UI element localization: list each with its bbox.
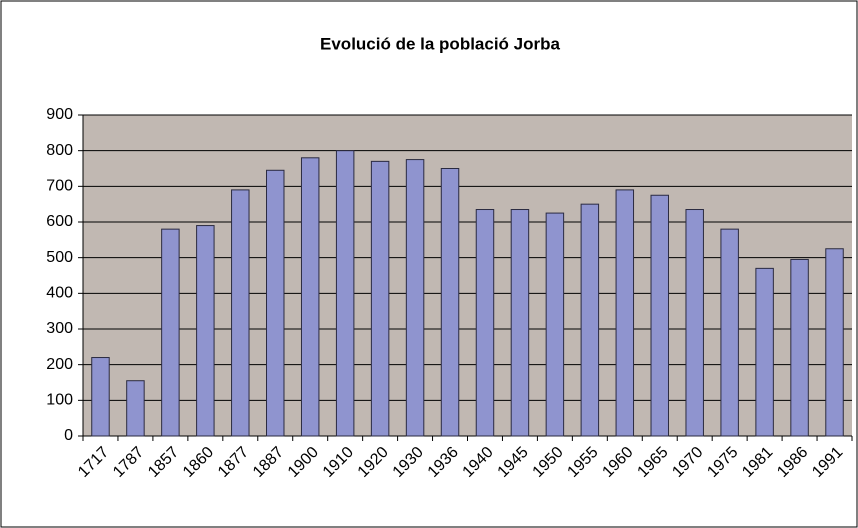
y-tick-label: 900 <box>46 106 73 123</box>
bar <box>196 225 215 437</box>
y-tick-label: 300 <box>46 320 73 337</box>
y-tick-label: 800 <box>46 142 73 159</box>
bar <box>510 209 530 437</box>
bar <box>231 189 250 437</box>
bar <box>720 228 739 437</box>
y-tick-label: 100 <box>46 392 73 409</box>
y-tick-label: 600 <box>46 213 73 230</box>
bar <box>405 159 425 437</box>
bar <box>440 168 460 437</box>
bar <box>790 258 809 437</box>
y-tick-label: 0 <box>64 427 73 444</box>
chart-title: Evolució de la població Jorba <box>320 34 560 53</box>
bar <box>335 150 355 437</box>
bar <box>755 267 774 437</box>
y-tick-label: 200 <box>46 356 73 373</box>
bar <box>825 248 844 437</box>
bar <box>615 189 635 437</box>
bar <box>126 380 145 437</box>
bar <box>475 209 495 437</box>
y-tick-label: 500 <box>46 249 73 266</box>
bar <box>266 169 285 437</box>
bar <box>300 157 320 437</box>
bar <box>545 212 565 437</box>
y-tick-label: 400 <box>46 285 73 302</box>
y-tick-label: 700 <box>46 178 73 195</box>
bar <box>161 228 180 437</box>
bar <box>91 357 110 437</box>
bar <box>650 194 669 437</box>
bar <box>685 209 704 437</box>
bar <box>580 203 600 437</box>
bar <box>370 160 390 437</box>
